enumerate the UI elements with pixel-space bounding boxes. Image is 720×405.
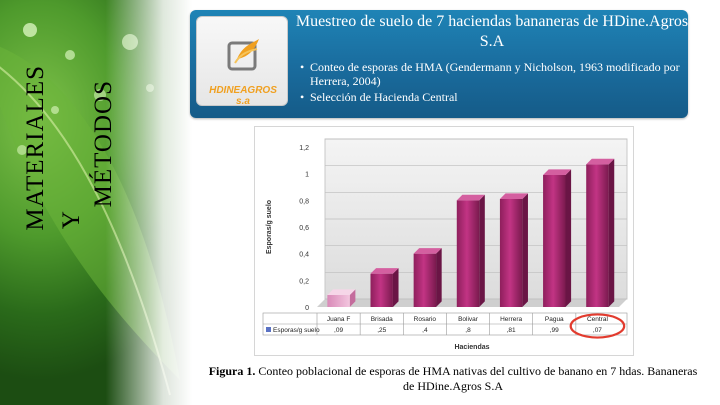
y-tick-label: 0,4: [299, 252, 309, 259]
data-label: ,99: [550, 327, 559, 334]
bar-top: [586, 158, 615, 165]
x-tick-label: Pagua: [545, 316, 564, 323]
y-tick-label: 0,2: [299, 278, 309, 285]
bar-side: [608, 158, 615, 307]
bar-top: [327, 289, 356, 295]
company-logo: HDINEAGROS s.a: [196, 16, 288, 107]
bar: [413, 253, 437, 307]
bar: [327, 295, 350, 307]
bar-top: [456, 194, 485, 201]
bar: [499, 199, 523, 307]
bar-side: [479, 194, 485, 307]
data-label: ,07: [593, 327, 602, 334]
x-tick-label: Bolivar: [458, 316, 479, 323]
header-bullets: Conteo de esporas de HMA (Gendermann y N…: [300, 60, 690, 106]
legend-label: Esporas/g suelo: [273, 327, 320, 334]
x-tick-label: Juana F: [327, 316, 351, 323]
bar: [370, 273, 393, 307]
bullet-item: Selección de Hacienda Central: [300, 90, 690, 104]
bar-top: [499, 193, 528, 199]
bar: [456, 200, 480, 307]
bar-chart: 0 0,2 0,4 0,6 0,8 1 1,2 Esporas/g suelo Juana F,…: [254, 126, 634, 356]
data-label: ,25: [377, 327, 386, 334]
logo-text: HDINEAGROS s.a: [209, 85, 277, 107]
bar-side: [436, 248, 442, 307]
bar-side: [392, 268, 399, 307]
section-title-line-1: MATERIALES: [22, 65, 49, 231]
y-tick-label: 0: [305, 305, 309, 312]
bar-top: [543, 169, 572, 175]
data-label: ,09: [334, 327, 343, 334]
leaf-background: [0, 0, 192, 405]
bar: [543, 175, 566, 307]
chart-svg: 0 0,2 0,4 0,6 0,8 1 1,2 Esporas/g suelo Juana F,…: [262, 138, 628, 351]
legend-swatch: [266, 327, 271, 332]
bar-top: [370, 268, 399, 274]
y-tick-label: 1: [305, 172, 309, 179]
y-tick-label: 0,6: [299, 225, 309, 232]
data-label: ,81: [507, 327, 516, 334]
x-axis-label: Haciendas: [454, 344, 489, 351]
section-title: MATERIALES Y MÉTODOS: [18, 60, 138, 310]
x-tick-label: Rosario: [414, 316, 437, 323]
data-label: ,4: [422, 327, 428, 334]
figure-caption: Figura 1. Conteo poblacional de esporas …: [208, 364, 698, 394]
x-tick-label: Brisada: [371, 316, 393, 323]
y-axis-label: Esporas/g suelo: [266, 200, 273, 254]
highlight-circle: [569, 313, 626, 339]
bar-top: [413, 248, 442, 254]
y-tick-label: 1,2: [299, 145, 309, 152]
data-label: ,8: [465, 327, 471, 334]
caption-text: Conteo poblacional de esporas de HMA nat…: [255, 364, 698, 393]
bar: [586, 164, 609, 307]
bar-side: [349, 289, 356, 307]
logo-icon: [227, 39, 259, 71]
x-tick-label: Herrera: [500, 316, 522, 323]
bar-side: [522, 193, 528, 307]
caption-label: Figura 1.: [208, 364, 256, 378]
x-tick-label: Central: [587, 316, 609, 323]
y-tick-label: 0,8: [299, 198, 309, 205]
bullet-item: Conteo de esporas de HMA (Gendermann y N…: [300, 60, 690, 88]
section-title-line-2: Y: [58, 210, 85, 230]
bar-side: [565, 169, 572, 307]
leaf-fade-overlay: [0, 0, 192, 405]
header-title: Muestreo de suelo de 7 haciendas bananer…: [295, 13, 689, 50]
section-title-line-3: MÉTODOS: [90, 80, 117, 208]
